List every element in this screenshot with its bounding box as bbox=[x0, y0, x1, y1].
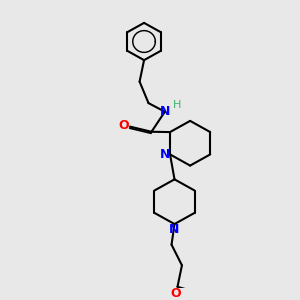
Text: O: O bbox=[118, 119, 129, 132]
Text: N: N bbox=[169, 223, 180, 236]
Text: N: N bbox=[160, 148, 170, 161]
Text: H: H bbox=[172, 100, 181, 110]
Text: O: O bbox=[171, 286, 181, 300]
Text: N: N bbox=[160, 105, 170, 118]
